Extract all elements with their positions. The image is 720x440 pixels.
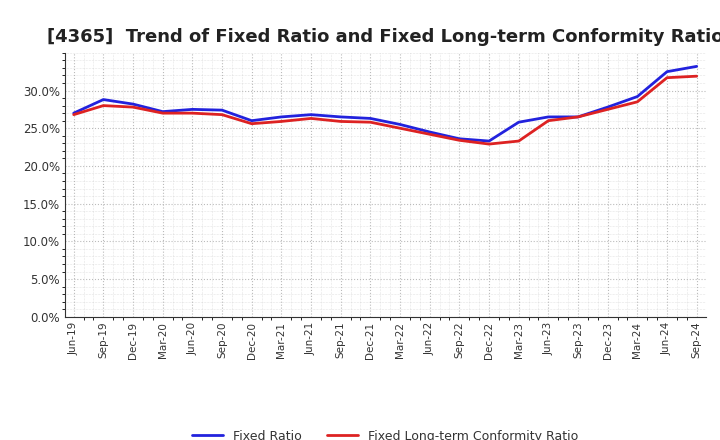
Line: Fixed Ratio: Fixed Ratio bbox=[73, 66, 697, 141]
Legend: Fixed Ratio, Fixed Long-term Conformity Ratio: Fixed Ratio, Fixed Long-term Conformity … bbox=[187, 425, 583, 440]
Fixed Long-term Conformity Ratio bbox=[544, 118, 553, 123]
Fixed Long-term Conformity Ratio bbox=[633, 99, 642, 104]
Fixed Long-term Conformity Ratio bbox=[188, 110, 197, 116]
Fixed Ratio bbox=[603, 104, 612, 110]
Fixed Ratio bbox=[129, 102, 138, 107]
Fixed Long-term Conformity Ratio bbox=[129, 104, 138, 110]
Fixed Ratio bbox=[662, 69, 671, 74]
Fixed Long-term Conformity Ratio bbox=[336, 119, 345, 124]
Fixed Ratio bbox=[544, 114, 553, 120]
Fixed Ratio bbox=[277, 114, 286, 120]
Fixed Long-term Conformity Ratio bbox=[217, 112, 226, 117]
Fixed Long-term Conformity Ratio bbox=[248, 121, 256, 126]
Fixed Long-term Conformity Ratio bbox=[99, 103, 108, 108]
Fixed Ratio bbox=[248, 118, 256, 123]
Fixed Ratio bbox=[633, 94, 642, 99]
Fixed Ratio bbox=[69, 110, 78, 116]
Line: Fixed Long-term Conformity Ratio: Fixed Long-term Conformity Ratio bbox=[73, 76, 697, 144]
Fixed Ratio bbox=[366, 116, 374, 121]
Fixed Ratio bbox=[514, 120, 523, 125]
Fixed Long-term Conformity Ratio bbox=[307, 116, 315, 121]
Fixed Ratio bbox=[336, 114, 345, 120]
Fixed Ratio bbox=[99, 97, 108, 102]
Fixed Ratio bbox=[693, 64, 701, 69]
Fixed Ratio bbox=[158, 109, 167, 114]
Fixed Long-term Conformity Ratio bbox=[514, 139, 523, 144]
Fixed Long-term Conformity Ratio bbox=[574, 114, 582, 120]
Fixed Long-term Conformity Ratio bbox=[158, 110, 167, 116]
Fixed Long-term Conformity Ratio bbox=[693, 73, 701, 79]
Fixed Ratio bbox=[574, 114, 582, 120]
Fixed Long-term Conformity Ratio bbox=[662, 75, 671, 81]
Fixed Long-term Conformity Ratio bbox=[277, 119, 286, 124]
Fixed Long-term Conformity Ratio bbox=[455, 138, 464, 143]
Fixed Ratio bbox=[455, 136, 464, 141]
Fixed Long-term Conformity Ratio bbox=[603, 107, 612, 112]
Fixed Long-term Conformity Ratio bbox=[396, 125, 405, 131]
Title: [4365]  Trend of Fixed Ratio and Fixed Long-term Conformity Ratio: [4365] Trend of Fixed Ratio and Fixed Lo… bbox=[47, 28, 720, 46]
Fixed Ratio bbox=[485, 139, 493, 144]
Fixed Long-term Conformity Ratio bbox=[426, 132, 434, 137]
Fixed Long-term Conformity Ratio bbox=[366, 120, 374, 125]
Fixed Ratio bbox=[426, 129, 434, 135]
Fixed Long-term Conformity Ratio bbox=[485, 141, 493, 147]
Fixed Ratio bbox=[396, 122, 405, 127]
Fixed Ratio bbox=[188, 107, 197, 112]
Fixed Ratio bbox=[307, 112, 315, 117]
Fixed Ratio bbox=[217, 107, 226, 113]
Fixed Long-term Conformity Ratio bbox=[69, 112, 78, 117]
